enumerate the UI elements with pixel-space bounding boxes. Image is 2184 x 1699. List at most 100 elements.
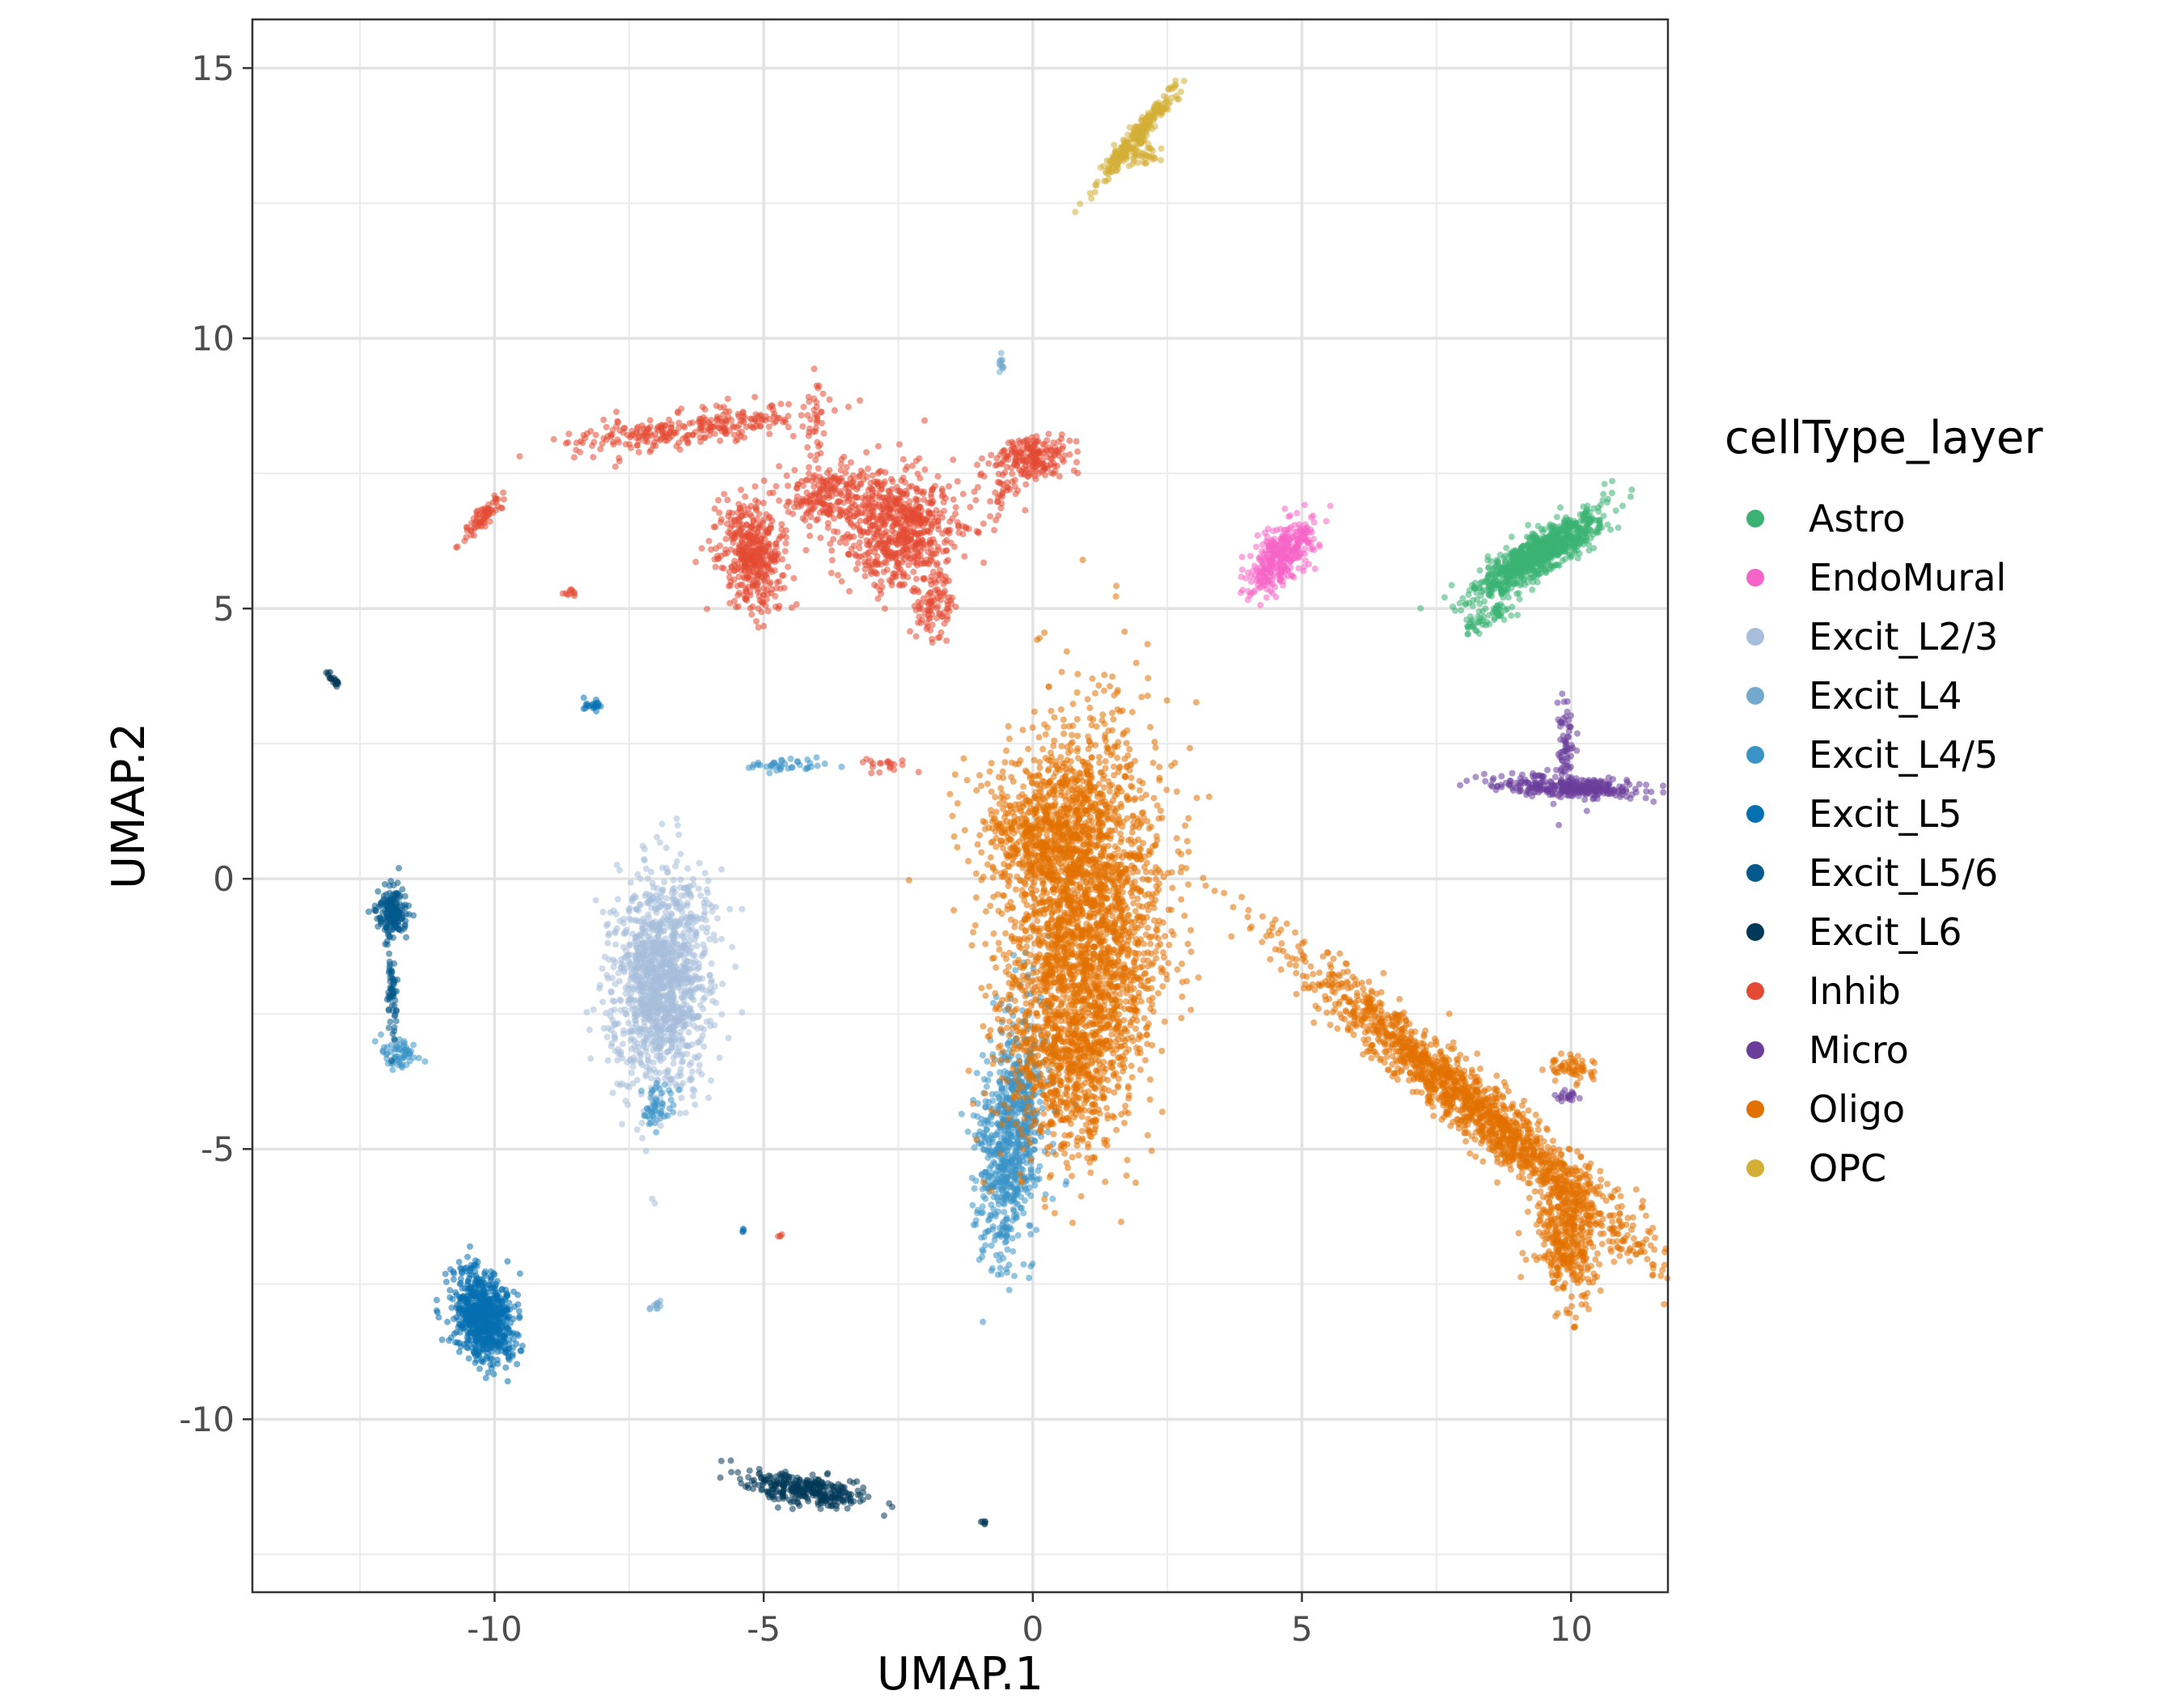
data-point — [1534, 578, 1541, 586]
data-point — [1533, 570, 1540, 578]
data-point — [649, 1087, 656, 1094]
data-point — [463, 1333, 471, 1341]
data-point — [504, 1378, 511, 1385]
data-point — [1238, 566, 1246, 574]
data-point — [612, 1035, 619, 1042]
data-point — [667, 1090, 675, 1097]
data-point — [637, 1059, 645, 1066]
data-point — [593, 697, 599, 703]
data-point — [981, 1133, 988, 1139]
data-point — [392, 1036, 399, 1044]
data-point — [455, 1348, 463, 1355]
data-point — [396, 894, 403, 901]
data-point — [646, 892, 654, 899]
data-point — [1005, 1040, 1011, 1047]
data-point — [650, 1047, 657, 1054]
data-point — [1580, 503, 1587, 511]
data-point — [701, 994, 709, 1001]
data-point — [734, 1468, 742, 1476]
data-point — [406, 1057, 413, 1065]
data-point — [1540, 541, 1547, 549]
data-point — [615, 1050, 622, 1057]
data-point — [1500, 554, 1508, 561]
data-point — [650, 1099, 657, 1107]
data-point — [467, 1243, 473, 1250]
data-point — [1456, 600, 1463, 607]
data-point — [466, 1275, 473, 1282]
data-point — [456, 1281, 463, 1288]
data-point — [620, 961, 627, 968]
data-point — [700, 903, 708, 910]
data-point — [646, 1006, 654, 1012]
data-point — [647, 1120, 654, 1127]
data-point — [690, 919, 696, 926]
data-point — [1063, 1178, 1070, 1185]
data-point — [1266, 546, 1273, 553]
data-point — [978, 1234, 985, 1241]
data-point — [1567, 553, 1574, 561]
data-point — [1481, 578, 1488, 586]
data-point — [626, 908, 633, 915]
data-point — [995, 1094, 1002, 1101]
data-point — [844, 1494, 852, 1502]
data-point — [645, 898, 652, 905]
data-point — [688, 1068, 696, 1075]
data-point — [803, 1477, 811, 1484]
data-point — [648, 1074, 655, 1082]
data-point — [1489, 609, 1496, 616]
data-point — [1476, 600, 1484, 608]
data-point — [1302, 557, 1309, 564]
data-point — [665, 904, 672, 911]
data-point — [980, 1248, 987, 1255]
data-point — [1497, 571, 1505, 578]
data-point — [1508, 533, 1515, 540]
data-point — [980, 1318, 987, 1325]
data-point — [1543, 534, 1550, 541]
data-point — [637, 983, 644, 990]
data-point — [1253, 543, 1259, 550]
data-point — [625, 1028, 633, 1036]
data-point — [1316, 543, 1323, 550]
data-point — [1268, 570, 1275, 577]
data-point — [633, 1077, 641, 1083]
data-point — [958, 1111, 965, 1117]
data-point — [1479, 588, 1486, 595]
data-point — [613, 862, 620, 869]
data-point — [659, 864, 667, 871]
data-point — [1557, 504, 1564, 511]
data-point — [886, 1500, 893, 1507]
data-point — [1556, 548, 1564, 555]
data-point — [857, 1498, 864, 1505]
data-point — [717, 1474, 724, 1481]
data-point — [995, 1141, 1002, 1147]
data-point — [1301, 502, 1308, 509]
data-point — [681, 968, 688, 976]
data-point — [1014, 1109, 1022, 1116]
data-point — [998, 362, 1005, 369]
data-point — [746, 1467, 753, 1474]
data-point — [1561, 556, 1568, 562]
data-point — [650, 956, 658, 964]
data-point — [653, 1129, 660, 1136]
data-point — [992, 1171, 999, 1178]
data-point — [669, 896, 676, 903]
data-point — [1304, 539, 1311, 546]
data-point — [1287, 512, 1294, 519]
data-point — [695, 960, 702, 968]
data-point — [656, 1085, 663, 1092]
data-point — [471, 1330, 478, 1337]
data-point — [657, 1049, 664, 1057]
data-point — [670, 876, 677, 883]
data-point — [642, 1048, 650, 1055]
data-point — [609, 997, 616, 1004]
data-point — [624, 1101, 632, 1108]
data-point — [654, 926, 661, 933]
data-point — [1027, 1231, 1035, 1238]
data-point — [644, 875, 651, 882]
data-point — [745, 1473, 752, 1481]
data-point — [1257, 577, 1264, 584]
data-point — [688, 978, 695, 985]
data-point — [997, 1069, 1003, 1076]
data-point — [727, 1457, 734, 1464]
data-point — [1022, 1185, 1029, 1193]
